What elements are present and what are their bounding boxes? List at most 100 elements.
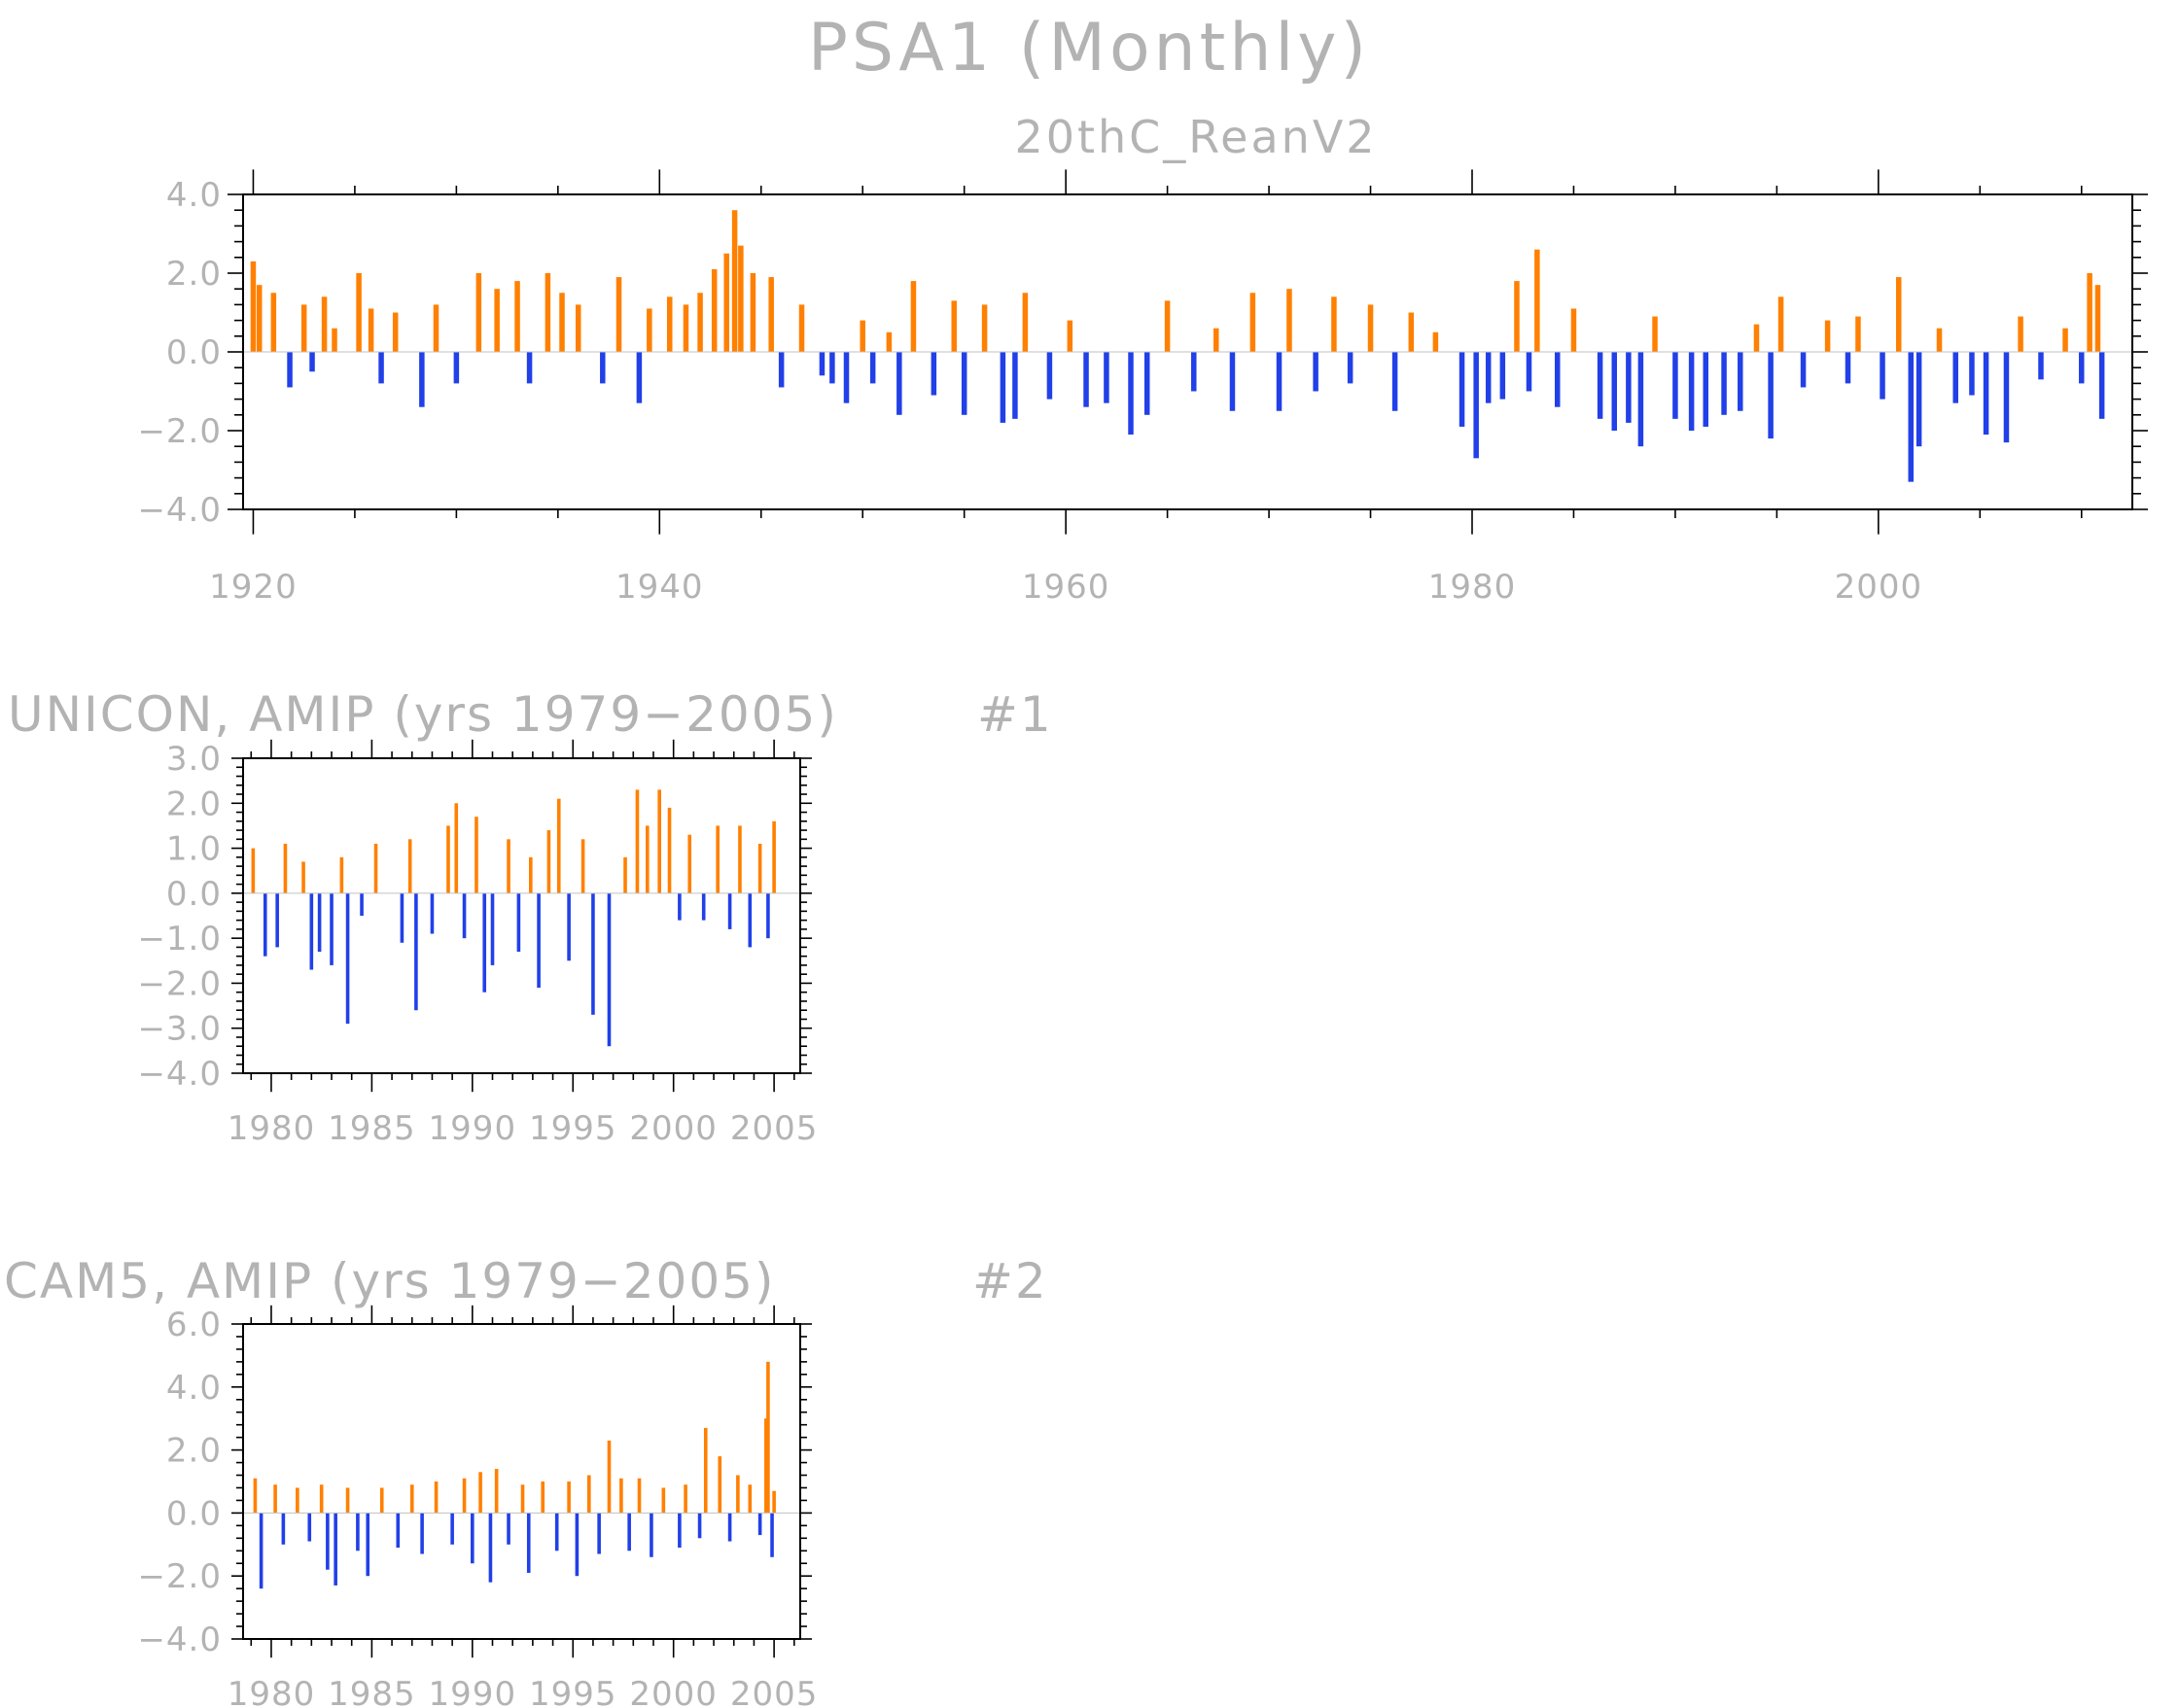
bar-negative-15 — [430, 892, 435, 934]
bar-positive-34 — [768, 277, 774, 352]
bar-positive-44 — [910, 281, 917, 352]
x-tick-label: 1940 — [615, 568, 704, 607]
bar-negative-23 — [516, 892, 521, 953]
bar-positive-20 — [478, 1472, 482, 1514]
bar-negative-24 — [636, 352, 643, 403]
bar-negative-98 — [1880, 352, 1885, 400]
bar-positive-19 — [545, 273, 551, 352]
bar-negative-37 — [819, 352, 826, 376]
bar-positive-17 — [454, 803, 459, 893]
bar-negative-72 — [1459, 352, 1465, 427]
x-tick-label: 1920 — [209, 568, 298, 607]
bar-positive-66 — [1331, 296, 1337, 352]
bar-positive-44 — [757, 843, 762, 893]
bar-negative-63 — [1276, 352, 1283, 411]
bar-negative-65 — [1313, 352, 1318, 392]
bar-positive-0 — [253, 1478, 258, 1514]
bar-negative-84 — [1637, 352, 1644, 447]
y-tick-label: −2.0 — [137, 964, 222, 1003]
y-tick-label: −2.0 — [137, 1557, 222, 1596]
bar-positive-35 — [657, 789, 661, 893]
y-tick-label: 6.0 — [166, 1306, 222, 1344]
bar-positive-78 — [1534, 249, 1540, 352]
bar-positive-107 — [2018, 316, 2023, 352]
x-tick-label: 2000 — [629, 1675, 718, 1708]
bar-positive-42 — [886, 331, 893, 352]
bar-negative-10 — [356, 1513, 360, 1551]
bar-negative-87 — [1688, 352, 1695, 431]
bar-negative-5 — [307, 1513, 312, 1542]
bar-positive-26 — [666, 296, 673, 352]
bar-positive-97 — [1855, 316, 1861, 352]
bar-negative-39 — [701, 892, 706, 921]
bar-negative-89 — [1721, 352, 1727, 415]
bar-positive-8 — [356, 273, 362, 352]
bar-positive-0 — [250, 261, 257, 352]
bar-positive-64 — [1286, 289, 1292, 352]
y-tick-label: 0.0 — [166, 1494, 222, 1533]
bar-negative-15 — [420, 1513, 424, 1554]
bar-negative-59 — [1191, 352, 1197, 392]
bar-negative-81 — [1597, 352, 1603, 419]
bar-positive-4 — [296, 1487, 299, 1514]
bar-positive-15 — [475, 273, 482, 352]
bar-negative-94 — [1800, 352, 1807, 388]
bar-negative-18 — [462, 892, 467, 939]
bar-positive-36 — [667, 807, 672, 893]
bar-negative-25 — [537, 892, 541, 989]
x-tick-label: 2005 — [730, 1109, 819, 1148]
bar-negative-13 — [396, 1513, 401, 1549]
x-tick-label: 1980 — [228, 1109, 316, 1148]
bar-negative-54 — [1083, 352, 1089, 407]
y-tick-label: 4.0 — [166, 176, 222, 215]
bar-negative-67 — [1347, 352, 1353, 384]
bar-positive-19 — [474, 817, 478, 893]
bar-negative-17 — [450, 1513, 454, 1545]
y-tick-label: −3.0 — [137, 1010, 222, 1049]
bar-negative-8 — [334, 1513, 337, 1586]
y-tick-label: −4.0 — [137, 1055, 222, 1094]
x-tick-label: 1990 — [429, 1109, 517, 1148]
bar-positive-71 — [1432, 331, 1439, 352]
bar-positive-2 — [270, 293, 277, 352]
bar-positive-76 — [1514, 281, 1520, 352]
panel-title: UNICON, AMIP (yrs 1979−2005) — [8, 686, 838, 743]
y-tick-label: −2.0 — [137, 412, 222, 451]
bar-positive-30 — [586, 1475, 591, 1514]
bar-negative-73 — [1473, 352, 1479, 459]
bar-positive-68 — [1367, 304, 1374, 352]
bar-positive-24 — [529, 856, 533, 893]
bar-negative-30 — [591, 892, 595, 1015]
bar-negative-75 — [1499, 352, 1506, 400]
bar-negative-90 — [1738, 352, 1743, 411]
bar-negative-86 — [1672, 352, 1678, 419]
plot-frame — [242, 1323, 801, 1640]
bar-positive-16 — [434, 1481, 439, 1514]
bar-positive-58 — [1164, 300, 1171, 352]
bar-negative-9 — [345, 892, 350, 1025]
y-tick-label: 3.0 — [166, 740, 222, 779]
bar-negative-10 — [360, 892, 364, 916]
bar-negative-52 — [1046, 352, 1053, 400]
y-tick-label: −1.0 — [137, 920, 222, 959]
x-tick-label: 1990 — [429, 1675, 517, 1708]
bar-negative-41 — [727, 892, 732, 929]
bar-negative-41 — [869, 352, 876, 384]
y-tick-label: 2.0 — [166, 784, 222, 823]
bar-positive-34 — [645, 825, 650, 893]
bar-negative-23 — [507, 1513, 510, 1545]
bar-negative-74 — [1485, 352, 1492, 403]
y-tick-label: 0.0 — [166, 875, 222, 914]
bar-negative-110 — [2079, 352, 2085, 384]
bar-negative-61 — [1229, 352, 1236, 411]
bar-negative-92 — [1768, 352, 1774, 439]
bar-negative-45 — [931, 352, 937, 396]
bar-negative-113 — [2098, 352, 2105, 419]
bar-negative-1 — [259, 1513, 264, 1589]
bar-positive-28 — [567, 1481, 571, 1514]
bar-negative-43 — [896, 352, 902, 415]
bar-positive-33 — [635, 789, 640, 893]
bar-positive-45 — [748, 1484, 753, 1514]
bar-negative-49 — [770, 1513, 774, 1557]
